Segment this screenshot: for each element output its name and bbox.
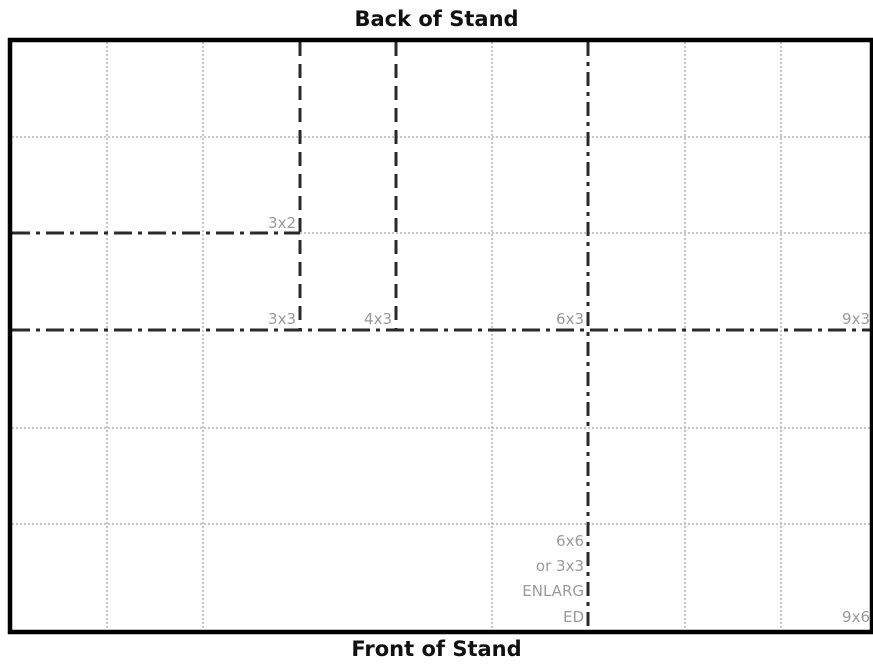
label-9x3: 9x3 [842, 310, 870, 328]
label-3x2: 3x2 [268, 214, 296, 232]
label-6x6-line-3: ENLARG [522, 582, 584, 600]
zone-dividers [12, 42, 870, 632]
label-6x3: 6x3 [556, 310, 584, 328]
back-of-stand-title: Back of Stand [354, 7, 519, 31]
size-labels: 3x2 3x3 4x3 6x3 9x3 6x6 or 3x3 ENLARG ED… [268, 214, 870, 626]
grid-lines [12, 42, 870, 632]
stand-outline [7, 37, 873, 635]
label-9x6: 9x6 [842, 608, 870, 626]
label-6x6-line-4: ED [563, 608, 584, 626]
label-3x3: 3x3 [268, 310, 296, 328]
label-6x6-line-2: or 3x3 [536, 557, 584, 575]
front-of-stand-title: Front of Stand [351, 637, 522, 661]
label-4x3: 4x3 [364, 310, 392, 328]
label-6x6-line-1: 6x6 [556, 532, 584, 550]
